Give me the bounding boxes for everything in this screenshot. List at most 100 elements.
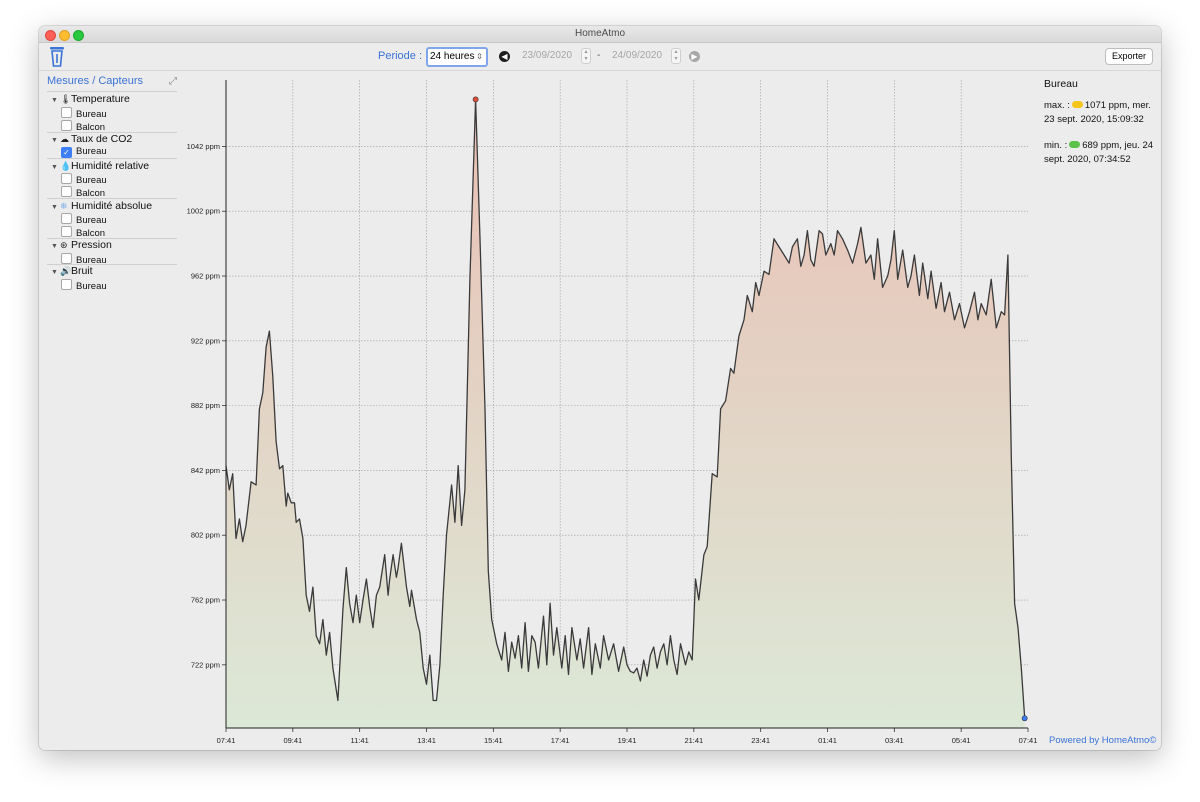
checkbox[interactable] <box>61 279 72 290</box>
snowflake-icon: ❄ <box>59 201 68 211</box>
gauge-icon: ⊛ <box>59 240 68 250</box>
x-tick-label: 15:41 <box>484 736 503 745</box>
min-point-marker <box>1021 715 1028 722</box>
sensor-temperature-balcon[interactable]: Balcon <box>61 120 105 133</box>
y-tick-label: 1042 ppm <box>187 142 220 151</box>
toolbar: Periode : 24 heures ⇳ ◀ 23/09/2020 ▴ ▾ - … <box>39 43 1161 71</box>
sensor-co2-bureau[interactable]: ✓ Bureau <box>61 146 107 158</box>
group-co2[interactable]: ▼ ☁ Taux de CO2 <box>51 133 133 145</box>
max-prefix: max. : <box>1044 100 1070 111</box>
x-tick-label: 01:41 <box>818 736 837 745</box>
x-tick-label: 23:41 <box>751 736 770 745</box>
checkbox[interactable] <box>61 173 72 184</box>
date-separator: - <box>597 50 601 61</box>
x-tick-label: 09:41 <box>283 736 302 745</box>
sensor-humidite-relative-bureau[interactable]: Bureau <box>61 173 107 186</box>
date-end-stepper[interactable]: ▴ ▾ <box>671 48 681 64</box>
app-window: HomeAtmo Periode : 24 heures ⇳ ◀ 23/09/2… <box>39 26 1161 750</box>
co2-area-fill <box>226 99 1025 728</box>
sidebar-divider <box>47 238 177 239</box>
x-tick-label: 13:41 <box>417 736 436 745</box>
checkbox[interactable] <box>61 253 72 264</box>
thermometer-icon: 🌡 <box>59 94 72 104</box>
sidebar-divider <box>47 198 177 199</box>
powered-by-link[interactable]: Powered by HomeAtmo© <box>1049 735 1157 746</box>
checkbox[interactable] <box>61 213 72 224</box>
y-tick-label: 802 ppm <box>191 531 220 540</box>
max-value-text: 1071 ppm, mer. 23 sept. 2020, 15:09:32 <box>1044 100 1151 125</box>
checkbox-checked[interactable]: ✓ <box>61 147 72 158</box>
y-tick-label: 842 ppm <box>191 466 220 475</box>
disclosure-triangle-icon[interactable]: ▼ <box>51 243 58 250</box>
previous-period-button[interactable]: ◀ <box>499 51 510 62</box>
max-point-marker <box>472 96 479 103</box>
sensor-humidite-absolue-balcon[interactable]: Balcon <box>61 226 105 239</box>
co2-series-line <box>225 98 1026 719</box>
x-tick-label: 17:41 <box>551 736 570 745</box>
y-tick-label: 922 ppm <box>191 336 220 345</box>
disclosure-triangle-icon[interactable]: ▼ <box>51 204 58 211</box>
sidebar-divider <box>47 158 177 159</box>
x-tick-label: 03:41 <box>885 736 904 745</box>
x-tick-label: 07:41 <box>1019 736 1037 745</box>
yellow-cloud-icon <box>1071 101 1083 108</box>
x-tick-label: 11:41 <box>351 736 369 745</box>
group-pression[interactable]: ▼ ⊛ Pression <box>51 239 112 251</box>
sensor-humidite-relative-balcon[interactable]: Balcon <box>61 186 105 199</box>
sidebar-divider <box>47 264 177 265</box>
disclosure-triangle-icon[interactable]: ▼ <box>51 164 58 171</box>
x-tick-label: 07:41 <box>217 736 236 745</box>
period-select-value: 24 heures <box>430 51 475 62</box>
sidebar-divider <box>47 132 177 133</box>
y-tick-label: 962 ppm <box>191 272 220 281</box>
x-tick-label: 21:41 <box>684 736 703 745</box>
y-tick-label: 762 ppm <box>191 596 220 605</box>
window-title: HomeAtmo <box>574 28 625 39</box>
date-start-stepper[interactable]: ▴ ▾ <box>581 48 591 64</box>
app-logo-icon <box>50 47 64 67</box>
sidebar: Mesures / Capteurs ⤢ ▼ 🌡Temperature Burea… <box>39 71 187 750</box>
speaker-icon: 🔊 <box>59 266 72 276</box>
disclosure-triangle-icon[interactable]: ▼ <box>51 269 58 276</box>
group-humidite-relative[interactable]: ▼ 💧Humidité relative <box>51 160 150 172</box>
info-sensor-name: Bureau <box>1044 78 1078 90</box>
y-tick-label: 722 ppm <box>191 660 220 669</box>
x-tick-label: 05:41 <box>952 736 971 745</box>
export-button[interactable]: Exporter <box>1105 48 1153 65</box>
cloud-icon: ☁ <box>59 134 69 144</box>
group-bruit[interactable]: ▼ 🔊Bruit <box>51 265 93 277</box>
date-start-field[interactable]: 23/09/2020 <box>522 50 573 61</box>
checkbox[interactable] <box>61 186 72 197</box>
sensor-humidite-absolue-bureau[interactable]: Bureau <box>61 213 107 226</box>
checkbox[interactable] <box>61 120 72 131</box>
checkbox[interactable] <box>61 226 72 237</box>
next-period-button[interactable]: ▶ <box>689 51 700 62</box>
sidebar-title: Mesures / Capteurs <box>47 75 143 87</box>
sensor-temperature-bureau[interactable]: Bureau <box>61 107 107 120</box>
sensor-bruit-bureau[interactable]: Bureau <box>61 279 107 292</box>
info-min: min. :689 ppm, jeu. 24 sept. 2020, 07:34… <box>1044 139 1161 167</box>
select-arrows-icon: ⇳ <box>476 52 483 61</box>
co2-chart[interactable]: 07:41 09:41 11:41 13:41 15:41 17:41 19:41 21:41… <box>187 71 1037 750</box>
sensor-pression-bureau[interactable]: Bureau <box>61 253 107 266</box>
y-tick-label: 882 ppm <box>191 401 220 410</box>
x-tick-label: 19:41 <box>618 736 637 745</box>
info-max: max. :1071 ppm, mer. 23 sept. 2020, 15:0… <box>1044 99 1161 127</box>
periode-label: Periode : <box>378 50 423 62</box>
disclosure-triangle-icon[interactable]: ▼ <box>51 97 58 104</box>
expand-icon[interactable]: ⤢ <box>169 76 177 87</box>
disclosure-triangle-icon[interactable]: ▼ <box>51 137 58 144</box>
close-window-button[interactable] <box>45 30 56 41</box>
min-value-text: 689 ppm, jeu. 24 sept. 2020, 07:34:52 <box>1044 140 1154 165</box>
checkbox[interactable] <box>61 107 72 118</box>
zoom-window-button[interactable] <box>73 30 84 41</box>
group-humidite-absolue[interactable]: ▼ ❄ Humidité absolue <box>51 200 153 212</box>
y-tick-label: 1002 ppm <box>187 207 220 216</box>
minimize-window-button[interactable] <box>59 30 70 41</box>
drop-icon: 💧 <box>59 161 72 171</box>
period-select[interactable]: 24 heures ⇳ <box>426 47 488 67</box>
title-bar: HomeAtmo <box>39 26 1161 43</box>
green-cloud-icon <box>1069 141 1081 148</box>
group-temperature[interactable]: ▼ 🌡Temperature <box>51 93 130 105</box>
date-end-field[interactable]: 24/09/2020 <box>612 50 663 61</box>
